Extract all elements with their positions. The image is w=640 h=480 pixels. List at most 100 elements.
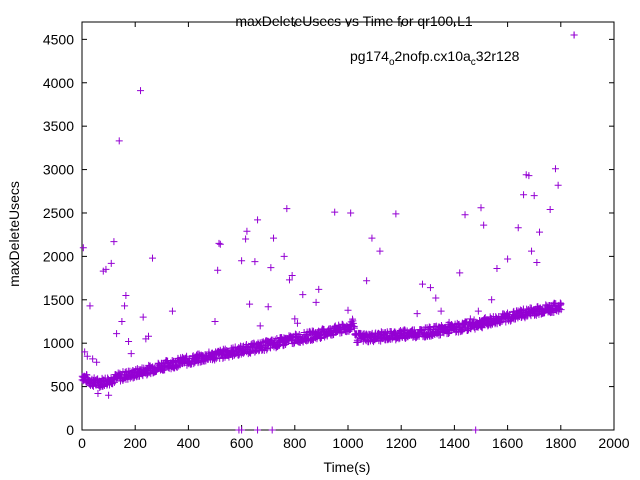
outlier-point — [426, 284, 434, 292]
outlier-point — [256, 322, 264, 330]
legend-label-sub-1: o — [389, 57, 395, 68]
outlier-point — [270, 234, 278, 242]
legend-label-sub-2: c — [471, 57, 476, 68]
outlier-point — [254, 216, 262, 224]
outlier-point — [474, 307, 482, 315]
data-point — [175, 362, 183, 370]
outlier-point — [105, 391, 113, 399]
outlier-point — [445, 318, 453, 326]
legend-label-part-3: 32r128 — [476, 48, 520, 64]
outlier-point — [168, 307, 176, 315]
data-point — [109, 380, 117, 388]
outlier-point — [291, 315, 299, 323]
outlier-point — [216, 240, 224, 248]
x-tick-label: 1000 — [332, 435, 363, 451]
outlier-point — [530, 192, 538, 200]
y-tick-label: 4500 — [43, 31, 74, 47]
x-tick-label: 200 — [124, 435, 148, 451]
y-tick-label: 1000 — [43, 335, 74, 351]
outlier-point — [546, 206, 554, 214]
data-point — [345, 327, 353, 335]
data-point — [303, 332, 311, 340]
outlier-point — [477, 204, 485, 212]
outlier-point — [122, 291, 130, 299]
outlier-point — [89, 355, 97, 363]
outlier-point — [480, 221, 488, 229]
outlier-point — [83, 352, 91, 360]
x-tick-label: 1800 — [545, 435, 576, 451]
x-tick-label: 0 — [78, 435, 86, 451]
data-point — [557, 300, 565, 308]
outlier-point — [94, 390, 102, 398]
outlier-point — [525, 172, 533, 180]
outlier-point — [312, 298, 320, 306]
outlier-point — [243, 227, 251, 235]
x-tick-label: 1200 — [386, 435, 417, 451]
outlier-point — [293, 319, 301, 327]
outlier-point — [347, 209, 355, 217]
outlier-point — [536, 228, 544, 236]
outlier-point — [461, 211, 469, 219]
data-point — [116, 369, 124, 377]
outlier-point — [456, 269, 464, 277]
outlier-point — [368, 234, 376, 242]
outlier-point — [413, 310, 421, 318]
outlier-point — [238, 257, 246, 265]
outlier-point — [528, 247, 536, 255]
y-tick-label: 0 — [66, 422, 74, 438]
outlier-point — [113, 330, 121, 338]
data-point — [496, 319, 504, 327]
outlier-point — [488, 296, 496, 304]
data-point — [282, 340, 290, 348]
outlier-point — [246, 300, 254, 308]
outlier-point — [93, 358, 101, 366]
data-point — [556, 299, 564, 307]
outlier-point — [551, 165, 559, 173]
x-tick-label: 400 — [177, 435, 201, 451]
outlier-point — [145, 332, 152, 340]
outlier-point — [472, 426, 480, 434]
y-tick-label: 4000 — [43, 75, 74, 91]
outlier-point — [102, 265, 110, 273]
x-tick-label: 800 — [283, 435, 307, 451]
y-tick-label: 2500 — [43, 205, 74, 221]
outlier-point — [280, 252, 288, 260]
outlier-point — [137, 87, 145, 95]
data-point — [110, 378, 118, 386]
outlier-point — [283, 205, 291, 213]
outlier-point — [437, 307, 445, 315]
outlier-point — [107, 259, 115, 267]
outlier-point — [504, 255, 512, 263]
legend-label: pg174o2nofp.cx10ac32r128 — [350, 48, 520, 68]
data-point — [557, 306, 565, 314]
outlier-point — [81, 348, 89, 356]
outlier-point — [86, 302, 94, 310]
y-tick-label: 500 — [51, 379, 75, 395]
outlier-point — [254, 426, 262, 434]
outlier-point — [115, 137, 123, 145]
outlier-point — [392, 210, 400, 218]
outlier-point — [376, 247, 384, 255]
outlier-point — [268, 426, 276, 434]
data-point — [290, 340, 298, 348]
outlier-point — [264, 303, 272, 311]
data-point — [255, 342, 263, 350]
y-axis-label: maxDeleteUsecs — [6, 181, 22, 287]
legend-marker — [570, 31, 578, 39]
legend-label-part-2: 2nofp.cx10a — [395, 48, 471, 64]
outlier-point — [267, 264, 275, 272]
outlier-point — [418, 280, 426, 288]
x-tick-label: 600 — [230, 435, 254, 451]
axis-ticks: 0 200 400 600 800 1000 1200 1400 1600 1800 2000 0 50… — [43, 22, 630, 451]
outlier-point — [285, 276, 293, 284]
outlier-point — [251, 258, 259, 266]
outlier-point — [148, 254, 156, 262]
y-tick-label: 3000 — [43, 162, 74, 178]
y-tick-label: 1500 — [43, 292, 74, 308]
data-point — [354, 338, 362, 346]
outlier-point — [139, 313, 147, 321]
data-point — [350, 324, 358, 332]
outlier-point — [432, 294, 440, 302]
outlier-point — [121, 302, 129, 310]
